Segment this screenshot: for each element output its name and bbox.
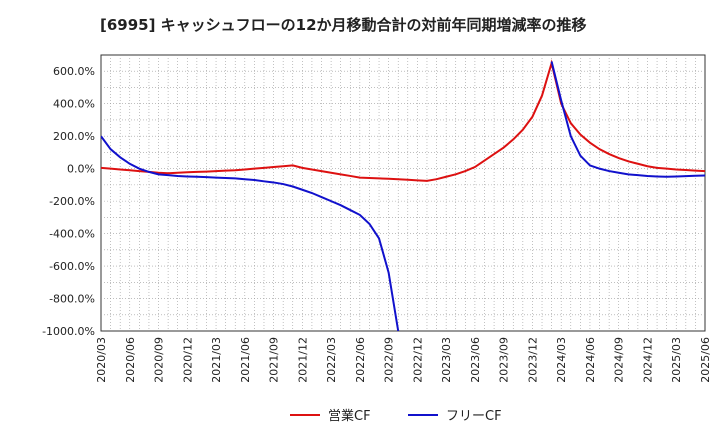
y-tick-label: -400.0% [49,228,95,241]
y-tick-label: -200.0% [49,195,95,208]
plot-area [100,54,706,332]
x-tick-label: 2022/06 [354,337,367,383]
x-tick-label: 2023/06 [469,337,482,383]
x-tick-label: 2023/12 [526,337,539,383]
x-tick-label: 2021/03 [210,337,223,383]
x-tick-label: 2020/09 [153,337,166,383]
y-tick-label: -600.0% [49,260,95,273]
x-tick-label: 2024/06 [584,337,597,383]
x-tick-label: 2021/06 [239,337,252,383]
x-tick-label: 2021/09 [268,337,281,383]
x-tick-label: 2024/03 [555,337,568,383]
x-tick-label: 2022/09 [383,337,396,383]
chart-title: [6995] キャッシュフローの12か月移動合計の対前年同期増減率の推移 [100,16,587,34]
x-tick-label: 2020/06 [124,337,137,383]
x-tick-label: 2021/12 [296,337,309,383]
x-tick-label: 2023/03 [440,337,453,383]
x-tick-label: 2020/12 [181,337,194,383]
x-tick-label: 2023/09 [498,337,511,383]
y-tick-label: 600.0% [53,65,95,78]
legend-label: 営業CF [328,408,371,424]
x-tick-label: 2024/09 [613,337,626,383]
x-tick-label: 2022/03 [325,337,338,383]
series-free-cf-line [550,61,705,178]
y-tick-label: 200.0% [53,130,95,143]
y-tick-label: 400.0% [53,98,95,111]
y-tick-label: 0.0% [67,163,95,176]
y-tick-label: -800.0% [49,293,95,306]
x-tick-label: 2025/06 [699,337,712,383]
y-tick-label: -1000.0% [42,325,95,338]
x-tick-label: 2024/12 [641,337,654,383]
series-eigyo-cf-line [101,59,705,182]
series-free-cf-line [101,135,400,332]
legend-label: フリーCF [446,409,502,424]
x-tick-label: 2020/03 [95,337,108,383]
x-tick-label: 2022/12 [411,337,424,383]
x-tick-label: 2025/03 [670,337,683,383]
